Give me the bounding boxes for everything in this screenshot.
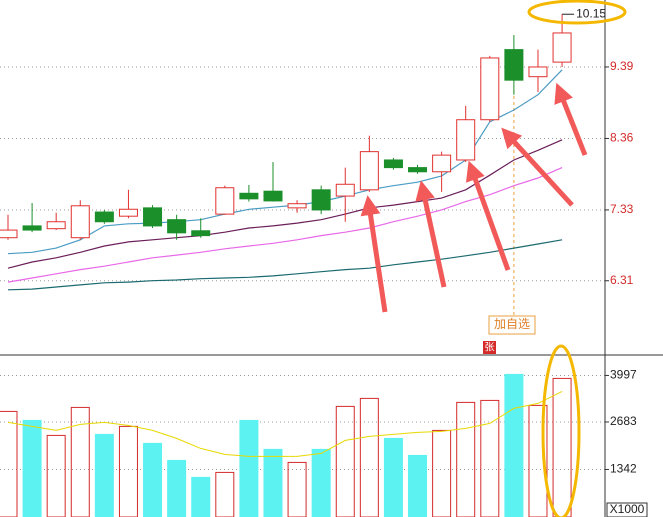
moving-average-line: [7, 239, 563, 291]
volume-bar: [504, 373, 524, 517]
candle-body: [359, 151, 379, 191]
candle-body: [263, 190, 283, 202]
candle-body: [94, 211, 114, 223]
moving-average-line: [7, 167, 563, 283]
volume-bar: [191, 476, 211, 517]
candle-body: [215, 187, 235, 215]
y-tick-label: 1342: [610, 462, 637, 476]
volume-bar: [456, 401, 476, 517]
volume-bar: [552, 377, 572, 517]
volume-bar: [287, 461, 307, 517]
highlight-ellipse: [527, 0, 627, 25]
volume-bar: [0, 410, 18, 517]
volume-bar: [528, 404, 548, 517]
y-tick-label: 9.39: [610, 59, 634, 73]
volume-bar: [215, 471, 235, 517]
candle-body: [70, 205, 90, 239]
candle-body: [432, 154, 452, 173]
ticks: 9.39 8.36 7.33 6.31 3997 2683 1342: [605, 59, 637, 476]
unit-box: [606, 502, 648, 517]
volume-bar: [335, 405, 355, 517]
candle-body: [22, 225, 42, 231]
y-tick-label: 8.36: [610, 131, 634, 145]
candle-body: [480, 57, 500, 121]
volume-bar: [383, 437, 403, 517]
badge-box: [483, 341, 496, 354]
candle-body: [408, 167, 428, 173]
candle-body: [118, 208, 138, 217]
volume-bar: [311, 448, 331, 517]
volume-bar: [432, 429, 452, 517]
candle-body: [191, 230, 211, 237]
add-watchlist-button[interactable]: 加自选: [488, 315, 536, 335]
candle-body: [335, 183, 355, 197]
volume-bar: [480, 399, 500, 517]
candle-body: [552, 32, 572, 63]
arrow: [554, 82, 588, 156]
arrow: [465, 160, 511, 271]
y-tick-label: 7.33: [610, 202, 634, 216]
button-label[interactable]: 加自选: [494, 317, 530, 331]
volume-bar: [22, 419, 42, 517]
highlight-ellipse: [541, 344, 581, 517]
candle-body: [311, 189, 331, 211]
candle-body: [239, 192, 259, 200]
volume-bar: [143, 442, 163, 517]
candle-body: [528, 66, 548, 78]
candle-body: [383, 159, 403, 169]
y-tick-label: 3997: [610, 368, 637, 382]
volume-bar: [408, 454, 428, 517]
lines: [7, 69, 563, 291]
candle-body: [504, 49, 524, 81]
volume-bar: [70, 406, 90, 517]
moving-average-line: [7, 139, 563, 269]
arrow: [501, 127, 574, 207]
candle-body: [143, 207, 163, 227]
volume-bar: [359, 397, 379, 517]
candle-body: [287, 203, 307, 209]
volume-bar: [94, 433, 114, 517]
marks: 10.15: [0, 6, 606, 517]
candle-body: [46, 221, 66, 230]
volume-bar: [239, 419, 259, 517]
candle-body: [456, 119, 476, 161]
annotation-label: 10.15: [576, 6, 606, 20]
arrow: [360, 195, 388, 313]
volume-average-line: [7, 390, 563, 457]
candle-body: [167, 219, 187, 234]
volume-bar: [46, 434, 66, 517]
volume-bar: [118, 425, 138, 517]
volume-bar: [263, 448, 283, 517]
badge-label: 张: [485, 342, 495, 354]
y-tick-label: 2683: [610, 414, 637, 428]
volume-bar: [167, 459, 187, 517]
arrow: [415, 180, 447, 288]
arrows: [360, 82, 588, 313]
y-tick-label: 6.31: [610, 273, 634, 287]
unit-label: X1000: [610, 502, 645, 516]
moving-average-line: [7, 69, 563, 255]
candle-body: [0, 229, 18, 239]
button-frame[interactable]: [488, 315, 536, 335]
